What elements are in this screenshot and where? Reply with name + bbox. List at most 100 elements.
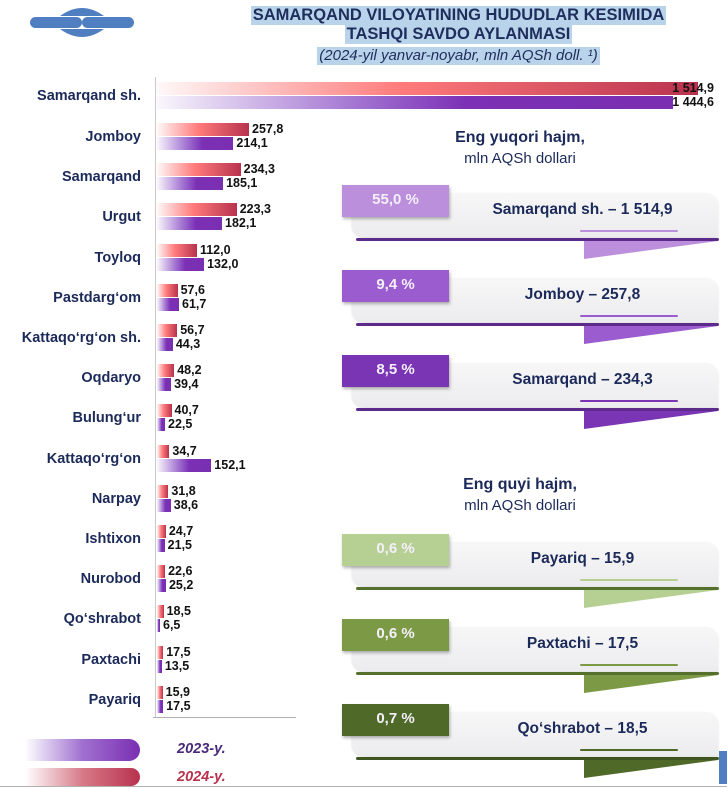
card-underline [356,323,719,326]
top-panel-unit: mln AQSh dollari [464,150,576,167]
bar-2024 [157,243,197,257]
data-label: 185,1 [226,176,258,191]
bottom-panel-title: Eng quyi hajm, [463,476,577,493]
data-label: 25,2 [168,578,194,593]
bar-2023 [157,619,160,633]
bottom-panel-heading: Eng quyi hajm, mln AQSh dollari [420,476,620,514]
x-axis-line [153,717,296,718]
card-accent-line [580,315,678,317]
category-label: Jomboy [85,129,141,145]
category-label: Bulung‘ur [72,410,141,427]
card-underline [356,587,719,590]
data-label: 39,4 [174,377,199,392]
data-label: 22,6 [168,564,193,579]
card-accent-line [580,579,678,581]
statistics-agency-logo-icon [30,8,134,37]
percent-badge: 55,0 % [342,185,449,217]
card-accent-line [580,400,678,402]
card-text: Samarqand sh. – 1 514,9 [492,201,673,218]
data-label: 152,1 [214,457,246,472]
y-axis-line [155,77,156,717]
data-label: 223,3 [239,202,271,217]
ranking-card: 55,0 % Samarqand sh. – 1 514,9 [342,185,720,269]
ranking-card: 9,4 % Jomboy – 257,8 [342,270,720,354]
bar-2023 [157,659,162,673]
bar-2023 [157,338,173,351]
bar-2023 [157,137,234,150]
ranking-card: 8,5 % Samarqand – 234,3 [342,355,720,439]
category-label: Ishtixon [85,531,141,547]
bar-2023 [157,579,166,593]
bar-2024 [157,685,163,699]
bar-2023 [157,418,166,432]
card-accent-line [580,664,678,666]
data-label: 1 514,9 [672,81,714,95]
bar-2023 [157,378,172,392]
card-fold [584,241,718,259]
ranking-card: 0,6 % Paxtachi – 17,5 [342,619,720,703]
ranking-card: 0,6 % Payariq – 15,9 [342,534,720,618]
percent-badge: 0,7 % [342,704,449,736]
bar-2023 [157,539,165,552]
category-label: Kattaqo‘rg‘on [46,450,141,467]
card-underline [356,238,719,241]
bar-2024 [157,283,178,297]
category-label: Payariq [88,691,141,708]
data-label: 22,5 [168,417,193,432]
bar-2023 [157,257,205,271]
data-label: 21,5 [167,538,193,552]
data-label: 257,8 [252,122,284,136]
card-accent-line [580,749,678,751]
data-label: 13,5 [164,658,190,673]
ranking-card: 0,7 % Qo‘shrabot – 18,5 [342,704,720,788]
percent-badge: 9,4 % [342,270,449,302]
category-label: Samarqand sh. [37,88,141,104]
card-fold [584,675,718,693]
bar-2023 [157,177,224,191]
data-label: 112,0 [199,242,231,257]
data-label: 17,5 [166,644,191,659]
bar-2024 [157,82,698,95]
category-label: Oqdaryo [81,370,141,387]
title-line-2: TASHQI SAVDO AYLANMASI [344,25,573,44]
bottom-divider [0,786,727,787]
data-label: 18,5 [166,604,191,619]
data-label: 56,7 [180,323,205,337]
bar-2023 [157,498,171,512]
data-label: 6,5 [163,618,181,633]
data-label: 34,7 [172,443,197,458]
legend-label-2023: 2023-y. [177,741,226,757]
bar-2024 [157,525,166,538]
card-fold [584,590,718,608]
data-label: 182,1 [225,216,257,231]
card-text: Paxtachi – 17,5 [526,635,639,652]
category-label: Kattaqo‘rg‘on sh. [21,330,141,346]
chart-title: SAMARQAND VILOYATINING HUDUDLAR KESIMIDA… [190,6,727,65]
bottom-panel-unit: mln AQSh dollari [464,497,576,514]
category-label: Qo‘shrabot [63,611,141,628]
card-underline [356,408,719,411]
bar-2024 [157,444,170,458]
data-label: 214,1 [236,136,268,150]
data-label: 17,5 [166,698,191,713]
category-label: Pastdarg‘om [53,289,141,306]
bar-2024 [157,645,164,659]
bar-2023 [157,458,212,472]
bar-2023 [157,297,180,311]
corner-decoration [719,751,727,784]
bar-2023 [157,96,673,109]
chart-subtitle: (2024-yil yanvar-noyabr, mln AQSh doll. … [317,47,600,65]
bar-2024 [157,163,241,177]
card-text: Qo‘shrabot – 18,5 [517,720,648,737]
data-label: 57,6 [180,282,205,297]
bar-2024 [157,404,172,418]
card-fold [584,326,718,344]
title-line-1: SAMARQAND VILOYATINING HUDUDLAR KESIMIDA [250,6,667,25]
card-underline [356,757,719,760]
bar-2024 [157,605,164,619]
top-panel-heading: Eng yuqori hajm, mln AQSh dollari [420,129,620,167]
data-label: 24,7 [168,524,194,538]
bar-2023 [157,699,164,713]
data-label: 40,7 [174,403,199,418]
card-accent-line [580,230,678,232]
